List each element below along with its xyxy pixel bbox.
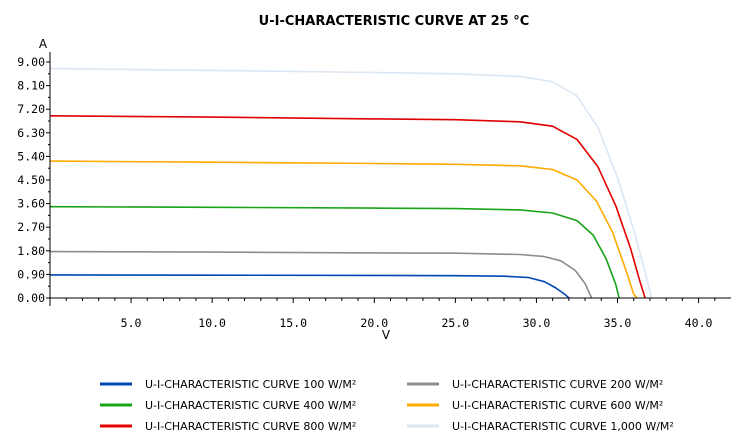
y-tick-label: 6.30 bbox=[17, 126, 45, 140]
x-axis-label: V bbox=[382, 328, 391, 342]
legend-label-5: U-I-CHARACTERISTIC CURVE 1,000 W/M² bbox=[452, 420, 674, 433]
x-tick-label: 10.0 bbox=[198, 316, 226, 330]
x-tick-label: 30.0 bbox=[523, 316, 551, 330]
y-tick-label: 9.00 bbox=[17, 55, 45, 69]
plot-area: 0.00 0.90 1.80 2.70 3.60 4.50 5.40 6.30 7.20 8.10… bbox=[17, 52, 731, 330]
series-line-0 bbox=[49, 274, 570, 299]
y-tick-label: 0.90 bbox=[17, 267, 45, 281]
legend-label-4: U-I-CHARACTERISTIC CURVE 800 W/M² bbox=[145, 420, 356, 433]
x-tick-label: 5.0 bbox=[121, 316, 142, 330]
y-tick-label: 4.50 bbox=[17, 173, 45, 187]
chart-title: U-I-CHARACTERISTIC CURVE AT 25 °C bbox=[259, 14, 530, 29]
x-tick-label: 40.0 bbox=[685, 316, 713, 330]
series-line-3 bbox=[49, 160, 638, 299]
y-tick-label: 8.10 bbox=[17, 79, 45, 93]
legend-label-3: U-I-CHARACTERISTIC CURVE 600 W/M² bbox=[452, 399, 663, 412]
y-axis-label: A bbox=[39, 37, 48, 51]
y-tick-label: 3.60 bbox=[17, 197, 45, 211]
x-tick-label: 20.0 bbox=[360, 316, 388, 330]
legend-label-2: U-I-CHARACTERISTIC CURVE 400 W/M² bbox=[145, 399, 356, 412]
series-line-2 bbox=[49, 205, 620, 299]
x-tick-label: 15.0 bbox=[279, 316, 307, 330]
legend-label-0: U-I-CHARACTERISTIC CURVE 100 W/M² bbox=[145, 378, 356, 391]
x-tick-label: 25.0 bbox=[442, 316, 470, 330]
y-tick-label: 2.70 bbox=[17, 220, 45, 234]
y-tick-label: 0.00 bbox=[17, 291, 45, 305]
series-line-5 bbox=[49, 67, 653, 299]
y-tick-label: 1.80 bbox=[17, 244, 45, 258]
x-tick-label: 35.0 bbox=[604, 316, 632, 330]
series-line-1 bbox=[49, 250, 593, 299]
series-line-4 bbox=[49, 115, 646, 299]
legend-label-1: U-I-CHARACTERISTIC CURVE 200 W/M² bbox=[452, 378, 663, 391]
legend: U-I-CHARACTERISTIC CURVE 100 W/M² U-I-CHA… bbox=[100, 378, 674, 433]
y-tick-label: 7.20 bbox=[17, 102, 45, 116]
y-tick-label: 5.40 bbox=[17, 149, 45, 163]
